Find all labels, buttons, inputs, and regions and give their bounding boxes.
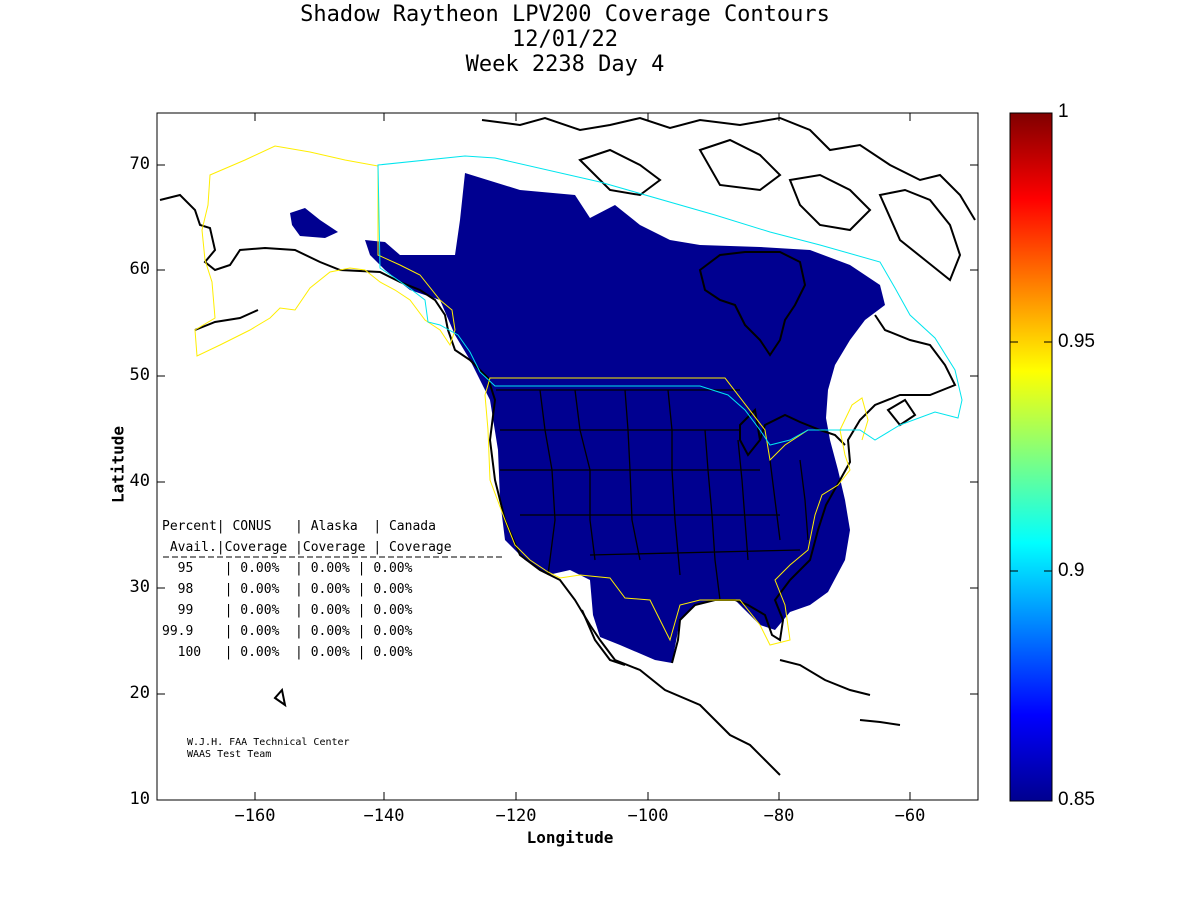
colorbar-tick-label: 0.85 xyxy=(1058,789,1095,810)
y-tick-label: 50 xyxy=(129,365,150,385)
y-tick-label: 30 xyxy=(129,577,150,597)
credits: W.J.H. FAA Technical Center WAAS Test Te… xyxy=(187,737,350,761)
y-tick-label: 40 xyxy=(129,471,150,491)
y-tick-label: 60 xyxy=(129,259,150,279)
stats-row: 99 | 0.00% | 0.00% | 0.00% xyxy=(162,603,413,618)
credits-org: W.J.H. FAA Technical Center xyxy=(187,737,350,748)
coverage-stats-table: Percent| CONUS | Alaska | Canada Avail.|… xyxy=(162,516,452,663)
colorbar-tick-label: 0.95 xyxy=(1058,331,1095,352)
x-tick-label: −140 xyxy=(363,806,405,826)
colorbar-ticks xyxy=(1010,341,1052,572)
y-tick-label: 10 xyxy=(129,789,150,809)
map-title: Shadow Raytheon LPV200 Coverage Contours xyxy=(300,2,830,27)
colorbar-tick-label: 0.9 xyxy=(1058,560,1085,581)
y-axis-label: Latitude xyxy=(108,425,128,504)
x-tick-label: −80 xyxy=(763,806,795,826)
axis-ticks xyxy=(157,113,978,800)
northeast-boundary xyxy=(839,397,869,441)
map-date: 12/01/22 xyxy=(512,27,618,52)
y-tick-label: 70 xyxy=(129,154,150,174)
stats-row: 98 | 0.00% | 0.00% | 0.00% xyxy=(162,582,413,597)
map-week-day: Week 2238 Day 4 xyxy=(465,52,665,77)
stats-header-row: Percent| CONUS | Alaska | Canada xyxy=(162,519,436,534)
x-tick-label: −100 xyxy=(627,806,669,826)
x-tick-label: −60 xyxy=(894,806,926,826)
colorbar-tick-label: 1 xyxy=(1058,101,1069,122)
coverage-alaska-patch xyxy=(290,208,338,238)
alaska-boundary xyxy=(194,145,456,357)
state-borders xyxy=(496,389,809,601)
coverage-region xyxy=(365,173,885,663)
stats-row: 99.9 | 0.00% | 0.00% | 0.00% xyxy=(162,624,413,639)
x-axis-label: Longitude xyxy=(526,828,614,847)
colorbar xyxy=(1009,112,1053,802)
stats-row: 100 | 0.00% | 0.00% | 0.00% xyxy=(162,645,413,660)
canada-boundary xyxy=(377,155,963,446)
credits-team: WAAS Test Team xyxy=(187,749,272,760)
x-tick-label: −160 xyxy=(234,806,276,826)
y-tick-label: 20 xyxy=(129,683,150,703)
stats-header-row: Avail.|Coverage |Coverage | Coverage xyxy=(162,540,452,555)
x-tick-label: −120 xyxy=(495,806,537,826)
stats-row: 95 | 0.00% | 0.00% | 0.00% xyxy=(162,561,413,576)
